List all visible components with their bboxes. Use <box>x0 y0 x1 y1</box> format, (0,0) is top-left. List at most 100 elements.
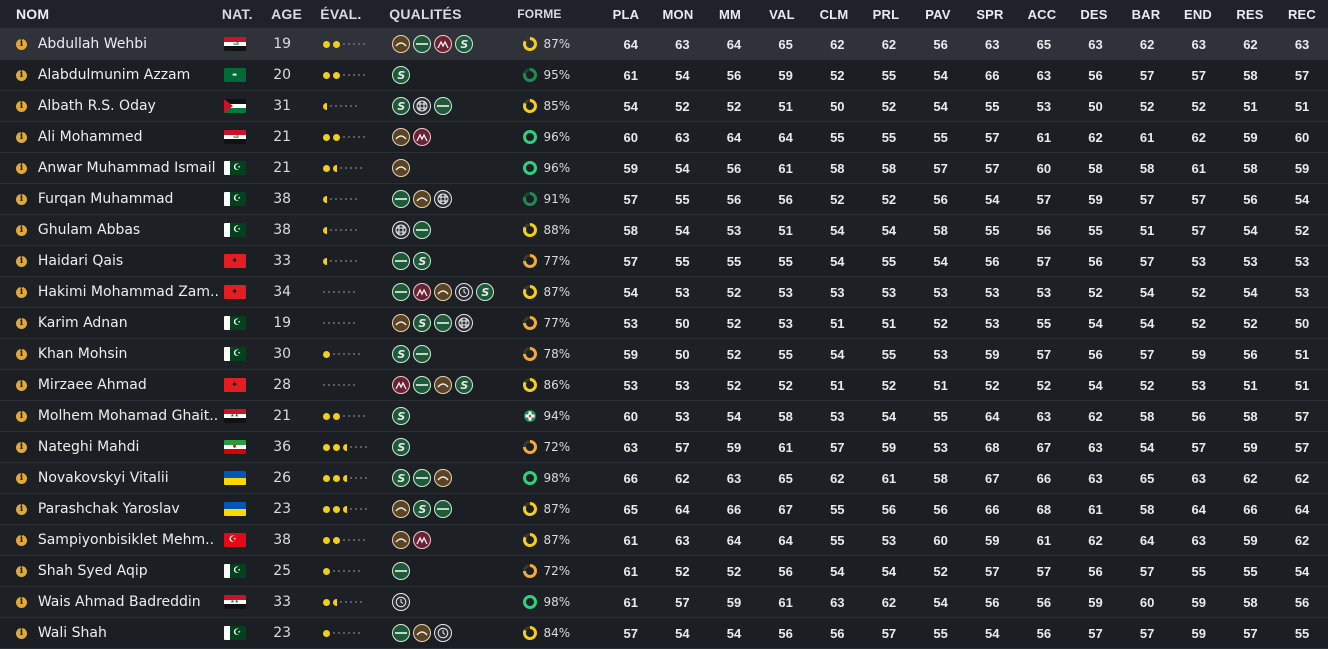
info-icon[interactable]: i <box>16 286 27 298</box>
table-row[interactable]: i Sampiyonbisiklet Mehm.. ☪ 38 87% 61 63 64 64 55… <box>0 525 1328 556</box>
stat-clm: 52 <box>830 67 845 83</box>
ukraine-flag-icon <box>223 502 246 516</box>
player-name[interactable]: Molhem Mohamad Ghait.. <box>37 408 219 424</box>
stat-bar: 54 <box>1139 284 1155 300</box>
player-name[interactable]: Albath R.S. Oday <box>37 98 156 114</box>
col-qual-header[interactable]: QUALITÉS <box>389 6 462 22</box>
info-icon[interactable]: i <box>16 348 27 360</box>
form-donut-icon <box>522 99 537 113</box>
info-icon[interactable]: i <box>16 131 27 143</box>
stat-val: 51 <box>778 98 793 114</box>
table-row[interactable]: i Khan Mohsin ☪ 30 S 78% 59 50 52 55 54 55 53 59 57 56 5… <box>0 339 1328 370</box>
info-icon[interactable]: i <box>16 162 27 174</box>
table-row[interactable]: i Nateghi Mahdi ✱ 36 S 72% 63 57 59 61 57 59 53 68 67 6… <box>0 432 1328 463</box>
eval-dot-empty <box>357 632 360 634</box>
table-row[interactable]: i Ali Mohammed ﷲ 21 96% 60 63 64 64 55 55 55 57 61 62 6… <box>0 122 1328 153</box>
info-icon[interactable]: i <box>16 534 27 546</box>
player-name[interactable]: Nateghi Mahdi <box>37 439 140 455</box>
table-row[interactable]: i Shah Syed Aqip ☪ 25 72% 61 52 52 56 54 54 52 57 57 5… <box>0 556 1328 587</box>
col-mon-header[interactable]: MON <box>662 6 694 22</box>
col-clm-header[interactable]: CLM <box>819 6 849 22</box>
player-name[interactable]: Khan Mohsin <box>37 346 128 362</box>
stat-acc: 56 <box>1036 594 1052 610</box>
col-spr-header[interactable]: SPR <box>976 6 1004 22</box>
table-row[interactable]: i Hakimi Mohammad Zam.. ✦ 34 S 87% 54 53 52 53 53 5… <box>0 277 1328 308</box>
player-name[interactable]: Mirzaee Ahmad <box>37 377 147 393</box>
stat-mm: 64 <box>726 532 742 548</box>
player-name[interactable]: Hakimi Mohammad Zam.. <box>37 284 219 300</box>
eval-dot-empty <box>357 136 360 138</box>
table-row[interactable]: i Furqan Muhammad ☪ 38 91% 57 55 56 56 52 52 56 54 57… <box>0 184 1328 215</box>
table-row[interactable]: i Wais Ahmad Badreddin ★★ 33 98% 61 57 59 61 63 62… <box>0 587 1328 618</box>
info-icon[interactable]: i <box>16 224 27 236</box>
player-name[interactable]: Wais Ahmad Badreddin <box>37 594 201 610</box>
info-icon[interactable]: i <box>16 441 27 453</box>
col-des-header[interactable]: DES <box>1080 6 1108 22</box>
table-row[interactable]: i Ghulam Abbas ☪ 38 88% 58 54 53 51 54 54 58 55 56 55 5… <box>0 215 1328 246</box>
eval-dot-empty <box>359 508 362 510</box>
stat-prl: 52 <box>881 377 897 393</box>
stat-mon: 52 <box>675 563 690 579</box>
stat-mm: 66 <box>726 501 742 517</box>
col-pav-header[interactable]: PAV <box>925 6 951 22</box>
player-name[interactable]: Parashchak Yaroslav <box>37 501 180 517</box>
col-val-header[interactable]: VAL <box>769 6 795 22</box>
col-acc-header[interactable]: ACC <box>1027 6 1057 22</box>
info-icon[interactable]: i <box>16 317 27 329</box>
table-row[interactable]: i Alabdulmunim Azzam ▬ 20 S 95% 61 54 56 59 52 55 54… <box>0 60 1328 91</box>
player-name[interactable]: Wali Shah <box>37 625 107 641</box>
info-icon[interactable]: i <box>16 565 27 577</box>
info-icon[interactable]: i <box>16 69 27 81</box>
col-pla-header[interactable]: PLA <box>612 6 640 22</box>
col-bar-header[interactable]: BAR <box>1131 6 1161 22</box>
table-row[interactable]: i Wali Shah ☪ 23 84% 57 54 54 56 56 57 55 54 56 57 57 59… <box>0 618 1328 649</box>
stat-mon: 53 <box>675 408 690 424</box>
table-row[interactable]: i Parashchak Yaroslav 23 S 87% 65 64 66 67 55 56 56… <box>0 494 1328 525</box>
col-res-header[interactable]: RES <box>1236 6 1264 22</box>
info-icon[interactable]: i <box>16 627 27 639</box>
col-age-header[interactable]: AGE <box>271 6 303 22</box>
info-icon[interactable]: i <box>16 596 27 608</box>
info-icon[interactable]: i <box>16 100 27 112</box>
col-rec-header[interactable]: REC <box>1287 6 1317 22</box>
info-icon[interactable]: i <box>16 472 27 484</box>
player-name[interactable]: Furqan Muhammad <box>37 191 174 207</box>
stat-acc: 56 <box>1036 625 1052 641</box>
eval-dot-empty <box>352 632 355 634</box>
info-icon[interactable]: i <box>16 503 27 515</box>
table-row[interactable]: i Molhem Mohamad Ghait.. ★★ 21 S 94% 60 53 54 58 5… <box>0 401 1328 432</box>
player-name[interactable]: Ghulam Abbas <box>37 222 141 238</box>
col-eval-header[interactable]: ÉVAL. <box>320 6 362 22</box>
col-form-header[interactable]: FORME <box>517 7 562 21</box>
table-row[interactable]: i Karim Adnan ☪ 19 S 77% 53 50 52 53 51 51 52 53 55 54 5… <box>0 308 1328 339</box>
eval-dot-full <box>322 40 330 48</box>
col-mm-header[interactable]: MM <box>718 6 742 22</box>
table-row[interactable]: i Novakovskyi Vitalii 26 S 98% 66 62 63 65 62 61 58… <box>0 463 1328 494</box>
table-row[interactable]: i Anwar Muhammad Ismail ☪ 21 96% 59 54 56 61 58 58… <box>0 153 1328 184</box>
player-name[interactable]: Haidari Qais <box>37 253 124 269</box>
info-icon[interactable]: i <box>16 410 27 422</box>
table-row[interactable]: i Haidari Qais ✦ 33 S 77% 57 55 55 55 54 55 54 56 57 56… <box>0 246 1328 277</box>
player-name[interactable]: Sampiyonbisiklet Mehm.. <box>37 532 215 548</box>
info-icon[interactable]: i <box>16 255 27 267</box>
stat-clm: 54 <box>830 253 845 269</box>
info-icon[interactable]: i <box>16 379 27 391</box>
info-icon[interactable]: i <box>16 193 27 205</box>
info-icon[interactable]: i <box>16 38 27 50</box>
eval-dot-empty <box>339 260 342 262</box>
stat-pav: 55 <box>933 129 948 145</box>
player-name[interactable]: Alabdulmunim Azzam <box>37 67 191 83</box>
col-name-header[interactable]: NOM <box>16 6 50 22</box>
table-row[interactable]: i Abdullah Wehbi ﷲ 19 S 87% 64 63 64 65 62 62 56 63 65… <box>0 29 1328 60</box>
player-name[interactable]: Anwar Muhammad Ismail <box>37 160 216 176</box>
col-end-header[interactable]: END <box>1183 6 1213 22</box>
col-nat-header[interactable]: NAT. <box>221 6 253 22</box>
player-name[interactable]: Abdullah Wehbi <box>37 36 148 52</box>
player-name[interactable]: Ali Mohammed <box>37 129 143 145</box>
player-name[interactable]: Karim Adnan <box>37 315 128 331</box>
table-row[interactable]: i Albath R.S. Oday 31 S 85% 54 52 52 51 50 52 54 55 5… <box>0 91 1328 122</box>
col-prl-header[interactable]: PRL <box>872 6 900 22</box>
table-row[interactable]: i Mirzaee Ahmad ✦ 28 S 86% 53 53 52 52 51 52 51 52 52 5… <box>0 370 1328 401</box>
player-name[interactable]: Novakovskyi Vitalii <box>37 470 169 486</box>
player-name[interactable]: Shah Syed Aqip <box>37 563 148 579</box>
